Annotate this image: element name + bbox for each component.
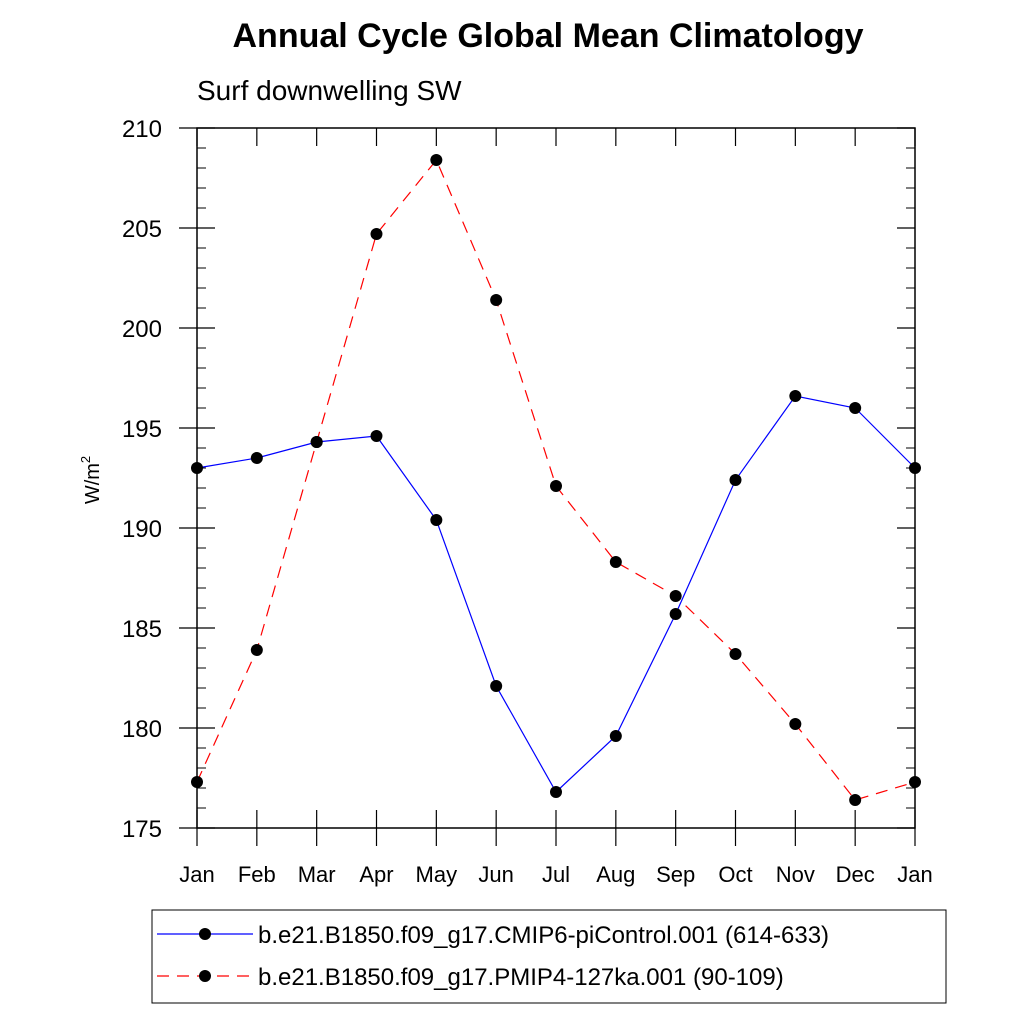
x-tick-label: May — [416, 862, 458, 887]
series-0-point — [550, 786, 562, 798]
series-1-point — [789, 718, 802, 730]
y-tick-label: 190 — [122, 516, 162, 543]
y-tick-label: 180 — [122, 716, 162, 743]
y-tick-label: 175 — [122, 816, 162, 843]
legend-box — [151, 909, 947, 1004]
legend: b.e21.B1850.f09_g17.CMIP6-piControl.001 … — [151, 909, 947, 1004]
y-axis-label: W/m2 — [78, 456, 104, 504]
series-1-point — [550, 480, 562, 492]
y-tick-label: 185 — [122, 616, 162, 643]
y-tick-label: 195 — [122, 416, 162, 443]
series-1-point — [250, 644, 263, 656]
series-0-point — [849, 402, 862, 414]
x-tick-label: Oct — [718, 862, 752, 887]
series-0-point — [490, 680, 503, 692]
y-tick-label: 200 — [122, 316, 162, 343]
series-layer — [191, 154, 921, 806]
y-tick-label: 205 — [122, 216, 162, 243]
x-tick-label: Dec — [836, 862, 875, 887]
series-0-point — [609, 730, 622, 742]
series-1-point — [370, 228, 383, 240]
x-tick-label: Aug — [596, 862, 635, 887]
series-1-point — [310, 436, 323, 448]
y-tick-labels: 175 180 185 190 195 200 205 210 — [122, 116, 162, 843]
legend-label-0: b.e21.B1850.f09_g17.CMIP6-piControl.001 … — [258, 922, 829, 949]
series-1-point — [729, 648, 742, 660]
series-1-point — [430, 154, 443, 166]
series-0-point — [729, 474, 742, 486]
series-1-point — [490, 294, 503, 306]
legend-marker-1 — [199, 970, 211, 982]
x-tick-label: Nov — [776, 862, 815, 887]
legend-marker-0 — [199, 928, 211, 940]
axis-ticks — [179, 127, 916, 846]
y-tick-label: 210 — [122, 116, 162, 143]
chart-subtitle: Surf downwelling SW — [197, 75, 462, 106]
x-tick-label: Jan — [897, 862, 932, 887]
series-0-point — [250, 452, 263, 464]
series-line-0 — [196, 395, 916, 793]
series-0-point — [430, 514, 443, 526]
x-tick-label: Mar — [298, 862, 336, 887]
x-tick-labels: Jan Feb Mar Apr May Jun Jul Aug Sep Oct Nov Dec Jan — [179, 862, 932, 887]
series-1-point — [609, 556, 622, 568]
series-0-point — [789, 390, 802, 402]
y-axis-label-superscript: 2 — [78, 456, 93, 463]
x-tick-label: Jul — [542, 862, 570, 887]
plot-frame — [196, 127, 916, 829]
y-axis-label-text: W/m — [82, 463, 104, 504]
series-1-point — [669, 590, 682, 602]
series-1-point — [849, 794, 862, 806]
legend-label-1: b.e21.B1850.f09_g17.PMIP4-127ka.001 (90-… — [258, 964, 784, 991]
x-tick-label: Jan — [179, 862, 214, 887]
x-tick-label: Feb — [238, 862, 276, 887]
x-tick-label: Apr — [359, 862, 393, 887]
chart-title: Annual Cycle Global Mean Climatology — [233, 17, 864, 55]
x-tick-label: Sep — [656, 862, 695, 887]
svg-text:W/m2: W/m2 — [78, 456, 104, 504]
series-0-point — [669, 608, 682, 620]
series-0-point — [370, 430, 383, 442]
x-tick-label: Jun — [478, 862, 513, 887]
